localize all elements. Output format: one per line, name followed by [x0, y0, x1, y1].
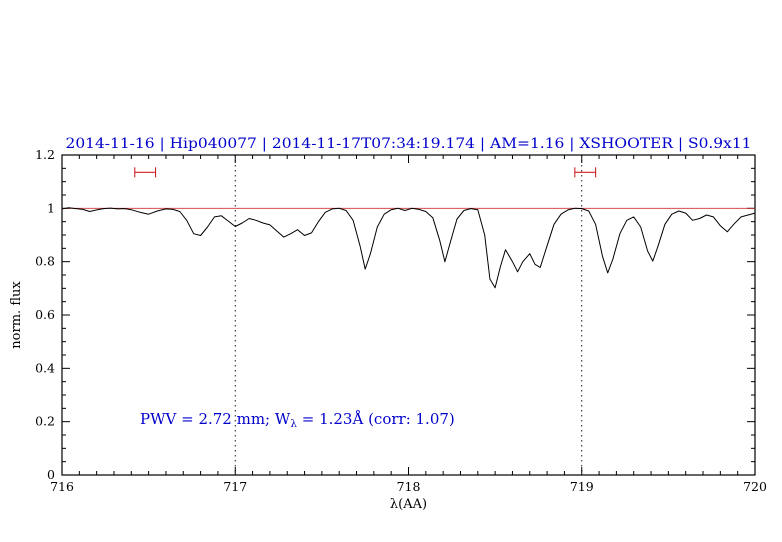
y-tick-label: 1.2 — [35, 147, 55, 162]
axis-ticks — [61, 154, 756, 476]
x-tick-label: 718 — [397, 479, 421, 494]
spectrum-polyline — [61, 207, 756, 289]
x-tick-label: 716 — [50, 479, 74, 494]
y-tick-label: 0.6 — [35, 307, 55, 322]
chart-title: 2014-11-16 | Hip040077 | 2014-11-17T07:3… — [66, 136, 752, 152]
x-tick-label: 719 — [570, 479, 594, 494]
dotted-marker-lines — [234, 155, 583, 475]
tick-labels: 716 717 718 719 720 0 0.2 0.4 0.6 0.8 1 1.2 — [35, 147, 767, 494]
x-tick-label: 720 — [743, 479, 767, 494]
spectrum-curve — [61, 207, 756, 289]
y-axis-label: norm. flux — [9, 281, 24, 349]
pwv-annotation-text: PWV = 2.72 mm; W — [140, 410, 291, 428]
y-tick-label: 1 — [47, 200, 55, 215]
y-tick-label: 0.4 — [35, 360, 55, 375]
lambda-subscript: λ — [290, 418, 297, 430]
y-tick-label: 0 — [47, 467, 55, 482]
pwv-annotation: PWV = 2.72 mm; Wλ = 1.23Å (corr: 1.07) — [140, 410, 455, 430]
x-axis-label: λ(AA) — [390, 497, 427, 512]
band-range-markers — [134, 167, 597, 178]
y-tick-label: 0.2 — [35, 414, 55, 429]
y-tick-label: 0.8 — [35, 254, 55, 269]
x-tick-label: 717 — [223, 479, 247, 494]
pwv-annotation-text: = 1.23Å (corr: 1.07) — [297, 410, 455, 428]
